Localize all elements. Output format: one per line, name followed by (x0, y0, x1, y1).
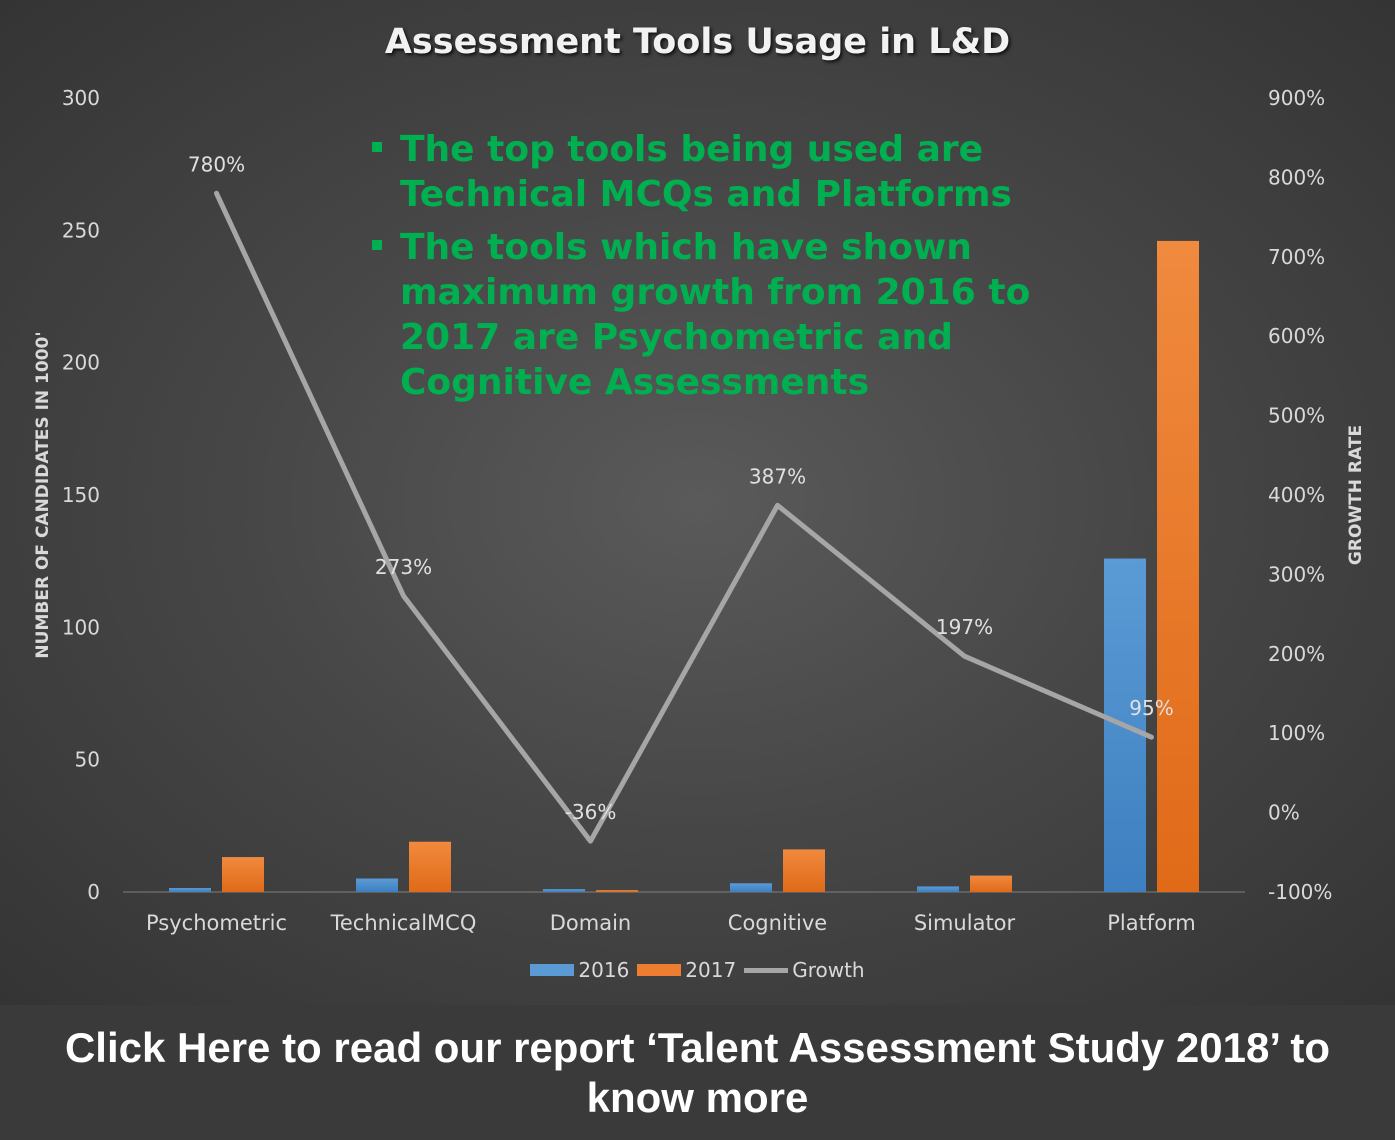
growth-data-label: 197% (936, 615, 993, 639)
chart-area: Assessment Tools Usage in L&D NUMBER OF … (0, 0, 1395, 1005)
y-axis-left-tick: 50 (75, 748, 100, 772)
bar-2017 (1157, 240, 1199, 893)
bar-2016 (543, 889, 585, 892)
y-axis-left-tick: 0 (87, 880, 100, 904)
growth-data-label: -36% (565, 800, 617, 824)
y-axis-left-tick: 300 (62, 86, 100, 110)
y-axis-right-tick: 100% (1268, 721, 1325, 745)
bar-2016 (917, 886, 959, 892)
bar-2016 (356, 878, 398, 892)
y-axis-right-tick: 200% (1268, 642, 1325, 666)
y-axis-right-tick: 0% (1268, 801, 1300, 825)
plot: 0 50 100 150 200 250 300 -100% 0% 100% 200% 300% 400… (62, 86, 1333, 935)
insight-text: The top tools being used are Technical M… (400, 129, 1012, 215)
bar-2016 (730, 883, 772, 892)
y-axis-right-tick: 800% (1268, 165, 1325, 189)
legend-item-2017: 2017 (637, 958, 736, 982)
cta-link[interactable]: Click Here to read our report ‘Talent As… (64, 1023, 1331, 1121)
y-axis-right-tick: 900% (1268, 86, 1325, 110)
bar-2017 (783, 849, 825, 892)
legend-line-growth (744, 967, 789, 973)
x-axis-tick-label: TechnicalMCQ (330, 911, 477, 935)
y-axis-left-tick: 250 (62, 218, 100, 242)
bar-2016 (169, 888, 211, 892)
legend-swatch-2017 (637, 964, 682, 976)
legend-swatch-2016 (530, 964, 575, 976)
insight-box: The top tools being used are Technical M… (370, 127, 1070, 413)
insight-text: The tools which have shown maximum growt… (400, 227, 1031, 403)
growth-line (214, 190, 1154, 844)
legend-item-growth: Growth (744, 958, 865, 982)
bar-2017 (596, 890, 638, 892)
x-axis-tick-label: Psychometric (146, 911, 287, 935)
legend-label-2016: 2016 (578, 958, 630, 982)
y-axis-right-tick: 600% (1268, 324, 1325, 348)
y-axis-right-tick: 700% (1268, 245, 1325, 269)
y-axis-right-tick: 500% (1268, 404, 1325, 428)
bar-2017 (409, 841, 451, 892)
bullet-icon (372, 142, 382, 152)
x-axis-tick-label: Platform (1107, 911, 1196, 935)
legend-item-2016: 2016 (530, 958, 629, 982)
legend-label-growth: Growth (792, 958, 865, 982)
bar-2017 (970, 875, 1012, 892)
x-axis-tick-label: Domain (550, 911, 632, 935)
chart-title: Assessment Tools Usage in L&D (384, 22, 1011, 62)
legend-label-2017: 2017 (685, 958, 737, 982)
y-axis-left-tick: 150 (62, 483, 100, 507)
bullet-icon (372, 240, 382, 250)
insight-item: The tools which have shown maximum growt… (370, 225, 1070, 405)
y-axis-right-tick: 400% (1268, 483, 1325, 507)
growth-data-label: 387% (749, 464, 806, 488)
y-axis-right-tick: 300% (1268, 562, 1325, 586)
y-axis-right-tick: -100% (1268, 880, 1332, 904)
x-axis-tick-label: Simulator (914, 911, 1016, 935)
x-axis-tick-label: Cognitive (728, 911, 827, 935)
y-axis-left-tick: 200 (62, 351, 100, 375)
growth-data-label: 780% (188, 152, 245, 176)
legend: 2016 2017 Growth (0, 958, 1395, 982)
y-axis-left-tick: 100 (62, 615, 100, 639)
insight-item: The top tools being used are Technical M… (370, 127, 1070, 217)
bar-2017 (222, 857, 264, 892)
growth-data-label: 273% (375, 555, 432, 579)
growth-data-label: 95% (1129, 696, 1173, 720)
cta-banner[interactable]: Click Here to read our report ‘Talent As… (0, 1005, 1395, 1140)
